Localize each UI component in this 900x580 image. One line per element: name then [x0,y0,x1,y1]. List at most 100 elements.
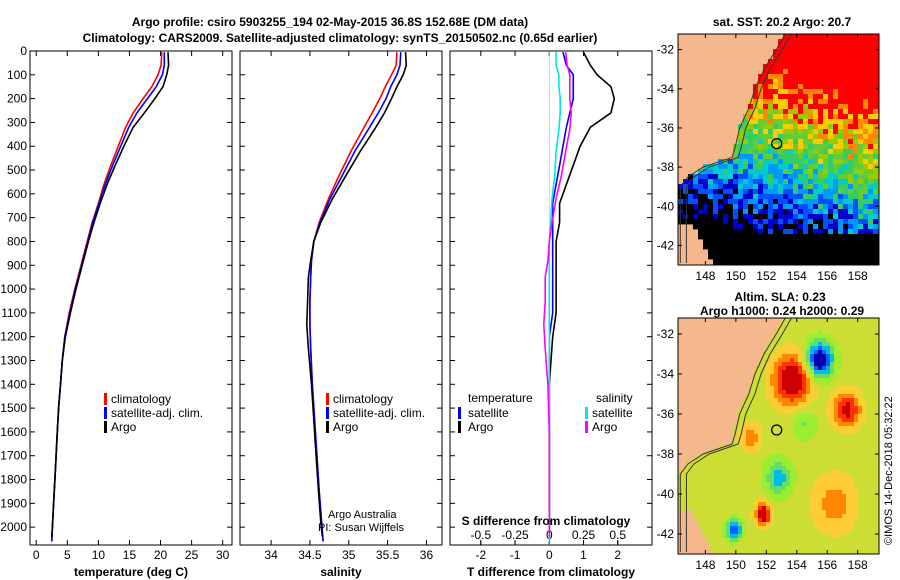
map-cell [714,462,719,467]
map-cell [794,498,799,503]
map-cell [830,430,835,435]
map-cell [858,249,864,255]
map-cell [830,374,835,379]
map-cell [758,406,763,411]
series-line-s-satellite [548,52,562,542]
map-cell [858,144,864,150]
map-cell [778,426,783,431]
map-cell [833,64,839,70]
map-cell [862,506,867,511]
lon-tick-label: 154 [787,269,807,283]
map-cell [763,249,769,255]
map-cell [793,194,799,200]
map-cell [693,189,699,195]
map-cell [874,378,879,383]
map-cell [766,482,771,487]
map-cell [778,59,784,65]
map-cell [763,74,769,80]
map-cell [826,374,831,379]
map-cell [770,382,775,387]
map-cell [853,199,859,205]
map-cell [788,259,794,265]
map-cell [862,502,867,507]
map-cell [833,119,839,125]
map-cell [738,199,744,205]
map-cell [770,490,775,495]
map-cell [766,382,771,387]
map-cell [874,410,879,415]
map-cell [733,154,739,160]
map-cell [758,418,763,423]
map-cell [778,442,783,447]
map-cell [770,354,775,359]
map-cell [688,184,694,190]
map-cell [788,174,794,180]
map-cell [863,244,869,250]
map-cell [858,39,864,45]
map-cell [798,334,803,339]
map-cell [768,109,774,115]
map-cell [718,159,724,165]
map-cell [734,486,739,491]
map-cell [830,378,835,383]
map-cell [834,394,839,399]
map-cell [718,259,724,265]
map-cell [793,59,799,65]
map-cell [748,109,754,115]
map-cell [843,239,849,245]
map-cell [762,462,767,467]
map-cell [782,430,787,435]
map-cell [778,219,784,225]
map-cell [818,538,823,543]
map-cell [870,482,875,487]
map-cell [870,450,875,455]
map-cell [698,179,704,185]
map-cell [803,224,809,230]
map-cell [863,64,869,70]
map-cell [848,114,854,120]
map-cell [710,518,715,523]
map-cell [768,204,774,210]
map-cell [858,69,864,75]
map-cell [830,490,835,495]
map-cell [818,194,824,200]
map-cell [808,34,814,40]
map-cell [862,394,867,399]
y-tick-label: 1300 [0,353,27,367]
map-cell [848,159,854,165]
map-cell [798,318,803,323]
map-cell [874,386,879,391]
map-cell [842,394,847,399]
map-cell [834,414,839,419]
map-cell [788,189,794,195]
map-cell [853,144,859,150]
map-cell [798,254,804,260]
map-cell [846,498,851,503]
map-cell [850,522,855,527]
map-cell [770,378,775,383]
map-cell [850,370,855,375]
map-cell [858,199,864,205]
map-cell [830,498,835,503]
map-cell [788,254,794,260]
map-cell [762,406,767,411]
map-cell [842,530,847,535]
map-cell [766,534,771,539]
map-cell [758,134,764,140]
map-cell [773,219,779,225]
map-cell [768,254,774,260]
map-cell [858,462,863,467]
map-cell [866,366,871,371]
map-cell [834,478,839,483]
map-cell [754,478,759,483]
map-cell [870,534,875,539]
map-cell [758,498,763,503]
map-cell [848,239,854,245]
map-cell [778,450,783,455]
map-cell [842,430,847,435]
map-cell [873,139,879,145]
map-cell [718,254,724,260]
map-cell [866,498,871,503]
map-cell [830,526,835,531]
map-cell [723,164,729,170]
